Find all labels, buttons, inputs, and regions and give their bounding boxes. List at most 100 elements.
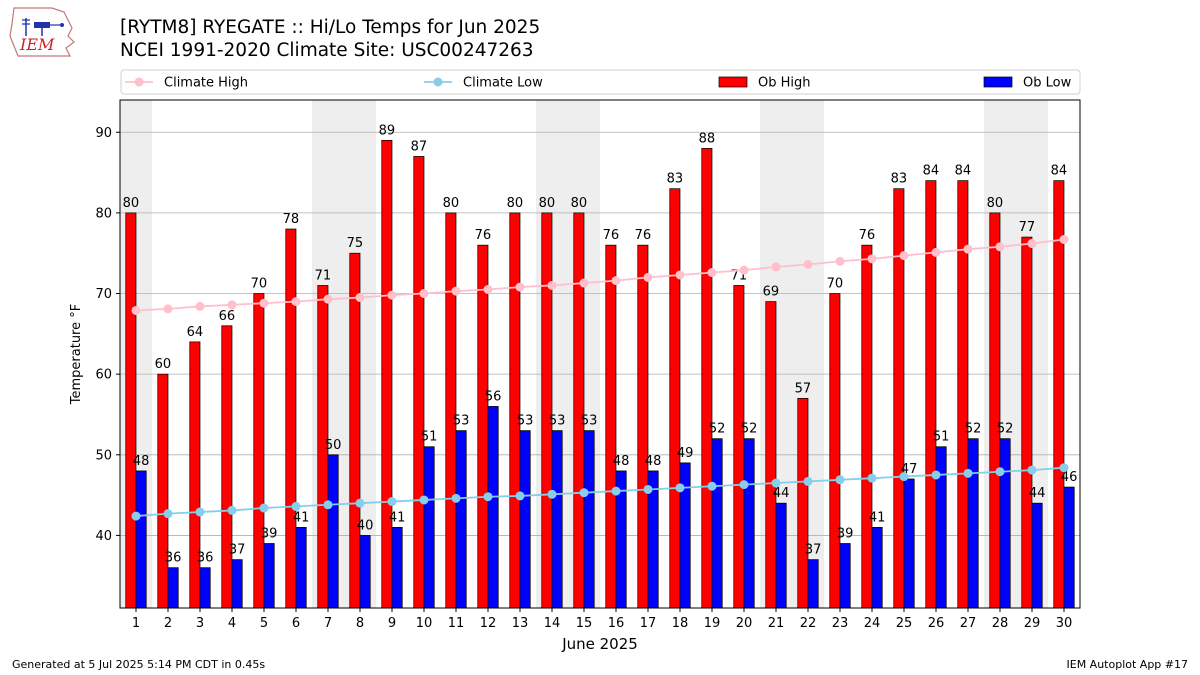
ob-high-bar — [477, 244, 489, 609]
y-tick-label: 50 — [95, 448, 112, 463]
x-tick-label: 10 — [416, 616, 433, 631]
ob-low-label: 44 — [1029, 486, 1046, 501]
climate-high-point — [163, 304, 173, 314]
climate-high-point — [419, 289, 429, 299]
ob-high-bar — [157, 373, 169, 609]
ob-high-label: 66 — [219, 309, 236, 324]
ob-low-bar — [519, 430, 531, 609]
ob-high-label: 84 — [955, 164, 972, 179]
climate-high-point — [771, 262, 781, 272]
ob-low-label: 41 — [389, 510, 406, 525]
climate-low-point — [291, 501, 301, 511]
ob-high-label: 84 — [1051, 164, 1068, 179]
ob-high-label: 70 — [251, 277, 268, 292]
ob-high-label: 89 — [379, 123, 396, 138]
ob-low-label: 37 — [229, 543, 246, 558]
ob-low-bar — [263, 543, 275, 609]
ob-low-bar — [295, 527, 307, 609]
climate-high-point — [643, 272, 653, 282]
y-tick-label: 90 — [95, 126, 112, 141]
climate-high-point — [483, 284, 493, 294]
ob-low-bar — [135, 470, 147, 609]
ob-high-label: 80 — [571, 196, 588, 211]
app-credit: IEM Autoplot App #17 — [1066, 658, 1189, 671]
ob-high-bar — [413, 156, 425, 609]
ob-low-bar — [711, 438, 723, 609]
climate-high-line — [135, 238, 1065, 312]
climate-high-point — [995, 242, 1005, 252]
ob-high-label: 60 — [155, 357, 172, 372]
chart-subtitle: NCEI 1991-2020 Climate Site: USC00247263 — [120, 40, 534, 61]
climate-high-point — [355, 293, 365, 303]
x-tick-label: 26 — [928, 616, 945, 631]
ob-high-legend-label: Ob High — [758, 76, 811, 91]
climate-low-point — [355, 498, 365, 508]
climate-low-point — [419, 495, 429, 505]
x-tick-label: 16 — [608, 616, 625, 631]
climate-high-point — [835, 256, 845, 266]
ob-low-label: 44 — [773, 486, 790, 501]
climate-low-point — [515, 491, 525, 501]
ob-high-label: 71 — [315, 268, 332, 283]
ob-low-label: 52 — [965, 422, 982, 437]
ob-low-label: 53 — [453, 414, 470, 429]
climate-high-point — [611, 276, 621, 286]
ob-high-bar — [701, 148, 713, 609]
ob-low-legend-swatch — [983, 76, 1013, 88]
climate-high-point — [547, 280, 557, 290]
ob-high-legend-swatch — [718, 76, 748, 88]
ob-high-label: 77 — [1019, 220, 1036, 235]
ob-high-label: 80 — [987, 196, 1004, 211]
ob-low-bar — [999, 438, 1011, 609]
ob-low-bar — [391, 527, 403, 609]
x-tick-label: 23 — [832, 616, 849, 631]
x-tick-label: 18 — [672, 616, 689, 631]
ob-low-label: 51 — [421, 430, 438, 445]
ob-low-legend-label: Ob Low — [1023, 76, 1072, 91]
ob-low-label: 53 — [549, 414, 566, 429]
ob-high-bar — [221, 325, 233, 609]
ob-low-label: 48 — [613, 454, 630, 469]
climate-low-point — [707, 481, 717, 491]
x-tick-label: 28 — [992, 616, 1009, 631]
climate-low-point — [611, 486, 621, 496]
climate-high-point — [291, 297, 301, 307]
ob-high-bar — [1053, 180, 1065, 609]
ob-high-label: 80 — [443, 196, 460, 211]
ob-high-label: 84 — [923, 164, 940, 179]
climate-low-point — [931, 470, 941, 480]
ob-high-bar — [541, 212, 553, 609]
x-tick-label: 14 — [544, 616, 561, 631]
ob-high-bar — [669, 188, 681, 609]
climate-high-point — [323, 294, 333, 304]
ob-high-label: 76 — [603, 228, 620, 243]
ob-low-label: 39 — [837, 526, 854, 541]
climate-low-point — [579, 488, 589, 498]
climate-high-point — [931, 247, 941, 257]
ob-high-label: 57 — [795, 381, 812, 396]
x-tick-label: 9 — [388, 616, 396, 631]
y-tick-label: 80 — [95, 206, 112, 221]
ob-low-label: 41 — [293, 510, 310, 525]
y-tick-label: 70 — [95, 287, 112, 302]
ob-high-label: 83 — [891, 172, 908, 187]
ob-high-bar — [125, 212, 137, 609]
ob-high-label: 75 — [347, 236, 364, 251]
climate-low-point — [259, 503, 269, 513]
ob-low-label: 36 — [197, 551, 214, 566]
climate-low-point — [771, 478, 781, 488]
climate-high-point — [579, 278, 589, 288]
x-tick-label: 29 — [1024, 616, 1041, 631]
ob-low-label: 52 — [741, 422, 758, 437]
ob-low-label: 37 — [805, 543, 822, 558]
ob-high-bar — [829, 293, 841, 609]
x-tick-label: 2 — [164, 616, 172, 631]
climate-high-point — [803, 259, 813, 269]
climate-high-point — [707, 268, 717, 278]
ob-high-label: 69 — [763, 285, 780, 300]
climate-low-point — [963, 468, 973, 478]
climate-high-point — [963, 244, 973, 254]
climate-low-point — [227, 505, 237, 515]
ob-high-bar — [253, 293, 265, 609]
legend-frame — [120, 69, 1081, 95]
